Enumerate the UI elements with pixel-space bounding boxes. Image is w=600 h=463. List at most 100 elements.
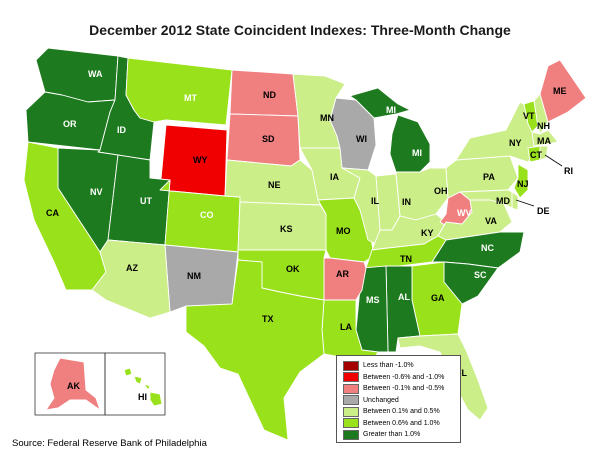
label-de: DE [537, 206, 550, 216]
label-sd: SD [262, 134, 275, 144]
label-ut: UT [140, 196, 152, 206]
label-tn: TN [400, 254, 412, 264]
legend-swatch [343, 429, 359, 440]
label-in: IN [402, 197, 411, 207]
label-ca: CA [46, 208, 59, 218]
legend-label: Less than -1.0% [363, 362, 414, 370]
label-fl: FL [456, 368, 467, 378]
legend-label: Unchanged [363, 396, 399, 404]
label-ks: KS [280, 224, 293, 234]
state-mt [125, 57, 233, 126]
state-fl [397, 333, 489, 421]
state-mi-upper [349, 87, 411, 119]
label-ok: OK [286, 264, 300, 274]
label-nc: NC [481, 243, 494, 253]
state-az [91, 239, 171, 319]
label-la: LA [340, 322, 352, 332]
legend-item: Less than -1.0% [343, 360, 456, 372]
state-nh [533, 93, 549, 135]
legend-swatch [343, 372, 359, 383]
label-id: ID [117, 125, 127, 135]
state-ri [539, 145, 549, 161]
legend-item: Between 0.1% and 0.5% [343, 406, 456, 418]
label-tx: TX [262, 314, 274, 324]
label-nh: NH [537, 121, 550, 131]
label-mt: MT [184, 93, 197, 103]
state-mi [389, 114, 431, 173]
legend-label: Greater than 1.0% [363, 431, 421, 439]
state-vt [523, 100, 539, 133]
label-ri: RI [564, 166, 573, 176]
label-oh: OH [434, 186, 448, 196]
label-wv: WV [457, 208, 472, 218]
label-pa: PA [483, 172, 495, 182]
label-nj: NJ [517, 179, 529, 189]
map-title: December 2012 State Coincident Indexes: … [89, 22, 511, 38]
label-wa: WA [88, 69, 103, 79]
label-az: AZ [126, 263, 138, 273]
de-leader-line [515, 199, 535, 207]
state-il [341, 167, 383, 245]
label-co: CO [200, 210, 214, 220]
label-nd: ND [263, 90, 276, 100]
legend-swatch [343, 406, 359, 417]
label-ms: MS [366, 295, 380, 305]
label-nm: NM [187, 271, 201, 281]
legend-swatch [343, 395, 359, 406]
state-tx [185, 259, 325, 441]
state-nm [164, 244, 239, 313]
legend-swatch [343, 418, 359, 429]
legend-label: Between -0.6% and -1.0% [363, 373, 445, 381]
states-layer [23, 47, 587, 441]
label-wy: WY [193, 155, 208, 165]
legend-item: Greater than 1.0% [343, 429, 456, 441]
state-labels: WA OR ID MT WY ND SD MN WI MI MI NV UT C… [46, 69, 573, 402]
legend-label: Between 0.6% and 1.0% [363, 419, 440, 427]
label-ma: MA [537, 136, 551, 146]
label-mi: MI [412, 148, 422, 158]
state-ma [531, 129, 559, 147]
hawaii-inset-frame [104, 352, 166, 416]
label-ak: AK [67, 381, 80, 391]
legend-item: Between -0.6% and -1.0% [343, 372, 456, 384]
legend-item: Between -0.1% and -0.5% [343, 383, 456, 395]
label-nv: NV [90, 187, 103, 197]
ri-leader-line [544, 154, 563, 167]
label-al: AL [398, 292, 410, 302]
label-mo: MO [336, 226, 351, 236]
legend-label: Between -0.1% and -0.5% [363, 385, 445, 393]
label-ny: NY [509, 138, 522, 148]
label-me: ME [553, 86, 567, 96]
map-legend: Less than -1.0% Between -0.6% and -1.0% … [336, 355, 461, 443]
label-hi: HI [138, 392, 147, 402]
state-ak [45, 357, 101, 411]
label-wi: WI [356, 134, 367, 144]
label-mn: MN [320, 113, 334, 123]
state-hi [123, 367, 163, 407]
legend-label: Between 0.1% and 0.5% [363, 408, 440, 416]
state-de [511, 191, 519, 211]
label-mi-upper: MI [386, 105, 396, 115]
legend-swatch [343, 383, 359, 394]
legend-item: Between 0.6% and 1.0% [343, 418, 456, 430]
legend-item: Unchanged [343, 395, 456, 407]
label-ia: IA [330, 172, 340, 182]
legend-swatch [343, 360, 359, 371]
label-ar: AR [336, 269, 349, 279]
state-nj [513, 163, 529, 199]
label-or: OR [63, 119, 77, 129]
label-md: MD [496, 196, 510, 206]
label-va: VA [485, 216, 497, 226]
label-ne: NE [268, 180, 281, 190]
label-sc: SC [474, 270, 487, 280]
source-note: Source: Federal Reserve Bank of Philadel… [12, 438, 207, 449]
state-me [539, 59, 587, 123]
state-ut [107, 154, 171, 246]
label-ky: KY [421, 228, 434, 238]
label-il: IL [371, 196, 380, 206]
label-ct: CT [530, 150, 542, 160]
label-ga: GA [431, 293, 445, 303]
state-ar [323, 257, 367, 301]
label-vt: VT [523, 111, 535, 121]
